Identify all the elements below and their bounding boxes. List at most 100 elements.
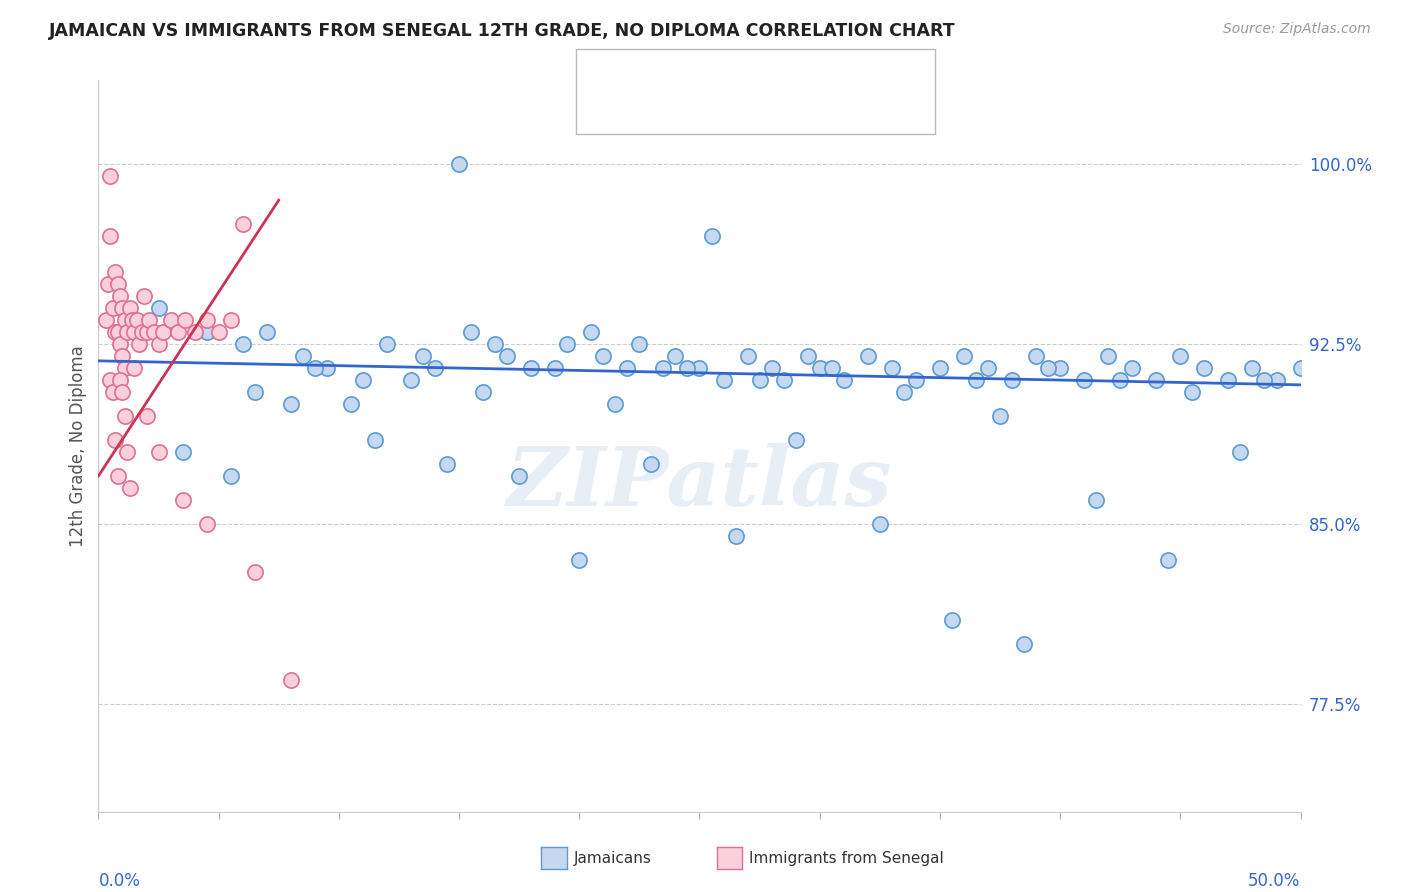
Point xyxy=(243,385,266,400)
Point xyxy=(94,313,117,327)
Point xyxy=(111,349,134,363)
Point xyxy=(340,397,363,411)
Point xyxy=(219,469,242,483)
Point xyxy=(243,565,266,579)
Point xyxy=(174,313,197,327)
Point xyxy=(183,325,205,339)
Point xyxy=(977,361,1000,376)
Point xyxy=(101,301,124,315)
Point xyxy=(1181,385,1204,400)
Point xyxy=(132,289,155,303)
Point xyxy=(131,325,153,339)
Point xyxy=(135,409,157,423)
Point xyxy=(104,265,127,279)
Point xyxy=(965,373,987,387)
Point xyxy=(108,373,131,387)
Point xyxy=(364,433,387,447)
Point xyxy=(700,229,723,244)
Point xyxy=(195,516,218,531)
Point xyxy=(447,157,470,171)
Point xyxy=(117,325,139,339)
Point xyxy=(1289,361,1312,376)
Y-axis label: 12th Grade, No Diploma: 12th Grade, No Diploma xyxy=(69,345,87,547)
Point xyxy=(232,217,254,231)
Text: 50.0%: 50.0% xyxy=(1249,871,1301,889)
Text: 0.0%: 0.0% xyxy=(98,871,141,889)
Point xyxy=(219,313,242,327)
Point xyxy=(1109,373,1132,387)
Point xyxy=(796,349,818,363)
Point xyxy=(520,361,543,376)
Text: R =  0.348   N = 52: R = 0.348 N = 52 xyxy=(640,98,831,116)
Point xyxy=(568,553,591,567)
Point xyxy=(832,373,855,387)
Point xyxy=(941,613,963,627)
Point xyxy=(256,325,278,339)
Point xyxy=(785,433,807,447)
Point xyxy=(114,313,136,327)
Point xyxy=(748,373,770,387)
Text: Jamaicans: Jamaicans xyxy=(574,851,651,865)
Point xyxy=(125,313,148,327)
Point xyxy=(107,277,129,292)
Point xyxy=(148,337,170,351)
Point xyxy=(142,325,165,339)
Point xyxy=(108,337,131,351)
Point xyxy=(159,313,181,327)
Point xyxy=(399,373,422,387)
Point xyxy=(172,492,194,507)
Point xyxy=(111,301,134,315)
Point xyxy=(808,361,831,376)
Point xyxy=(104,325,127,339)
Point xyxy=(1241,361,1264,376)
Point xyxy=(118,481,141,495)
Point xyxy=(148,445,170,459)
Point xyxy=(208,325,231,339)
Point xyxy=(688,361,710,376)
Point xyxy=(821,361,844,376)
Point xyxy=(1265,373,1288,387)
Point xyxy=(152,325,174,339)
Point xyxy=(652,361,675,376)
Point xyxy=(1049,361,1071,376)
Point xyxy=(124,361,146,376)
Point xyxy=(496,349,519,363)
Point xyxy=(880,361,903,376)
Point xyxy=(172,445,194,459)
Point xyxy=(772,373,794,387)
Point xyxy=(100,229,122,244)
Point xyxy=(640,457,662,471)
Point xyxy=(135,325,157,339)
Point xyxy=(893,385,915,400)
Point xyxy=(628,337,651,351)
Point xyxy=(460,325,482,339)
Point xyxy=(315,361,337,376)
Point xyxy=(988,409,1011,423)
Point xyxy=(1253,373,1275,387)
Point xyxy=(1229,445,1251,459)
Point xyxy=(581,325,603,339)
Point xyxy=(118,301,141,315)
Point xyxy=(107,469,129,483)
Point xyxy=(856,349,879,363)
Text: Immigrants from Senegal: Immigrants from Senegal xyxy=(749,851,945,865)
Point xyxy=(280,397,302,411)
Point xyxy=(1144,373,1167,387)
Point xyxy=(616,361,638,376)
Point xyxy=(117,445,139,459)
Point xyxy=(1157,553,1180,567)
Point xyxy=(436,457,458,471)
Point xyxy=(1025,349,1047,363)
Text: JAMAICAN VS IMMIGRANTS FROM SENEGAL 12TH GRADE, NO DIPLOMA CORRELATION CHART: JAMAICAN VS IMMIGRANTS FROM SENEGAL 12TH… xyxy=(49,22,956,40)
Point xyxy=(904,373,927,387)
Point xyxy=(124,325,146,339)
Point xyxy=(1170,349,1192,363)
Point xyxy=(737,349,759,363)
Text: ZIPatlas: ZIPatlas xyxy=(506,442,893,523)
Point xyxy=(107,325,129,339)
Point xyxy=(544,361,567,376)
Point xyxy=(1218,373,1240,387)
Point xyxy=(1085,492,1108,507)
Point xyxy=(1036,361,1059,376)
Point xyxy=(869,516,891,531)
